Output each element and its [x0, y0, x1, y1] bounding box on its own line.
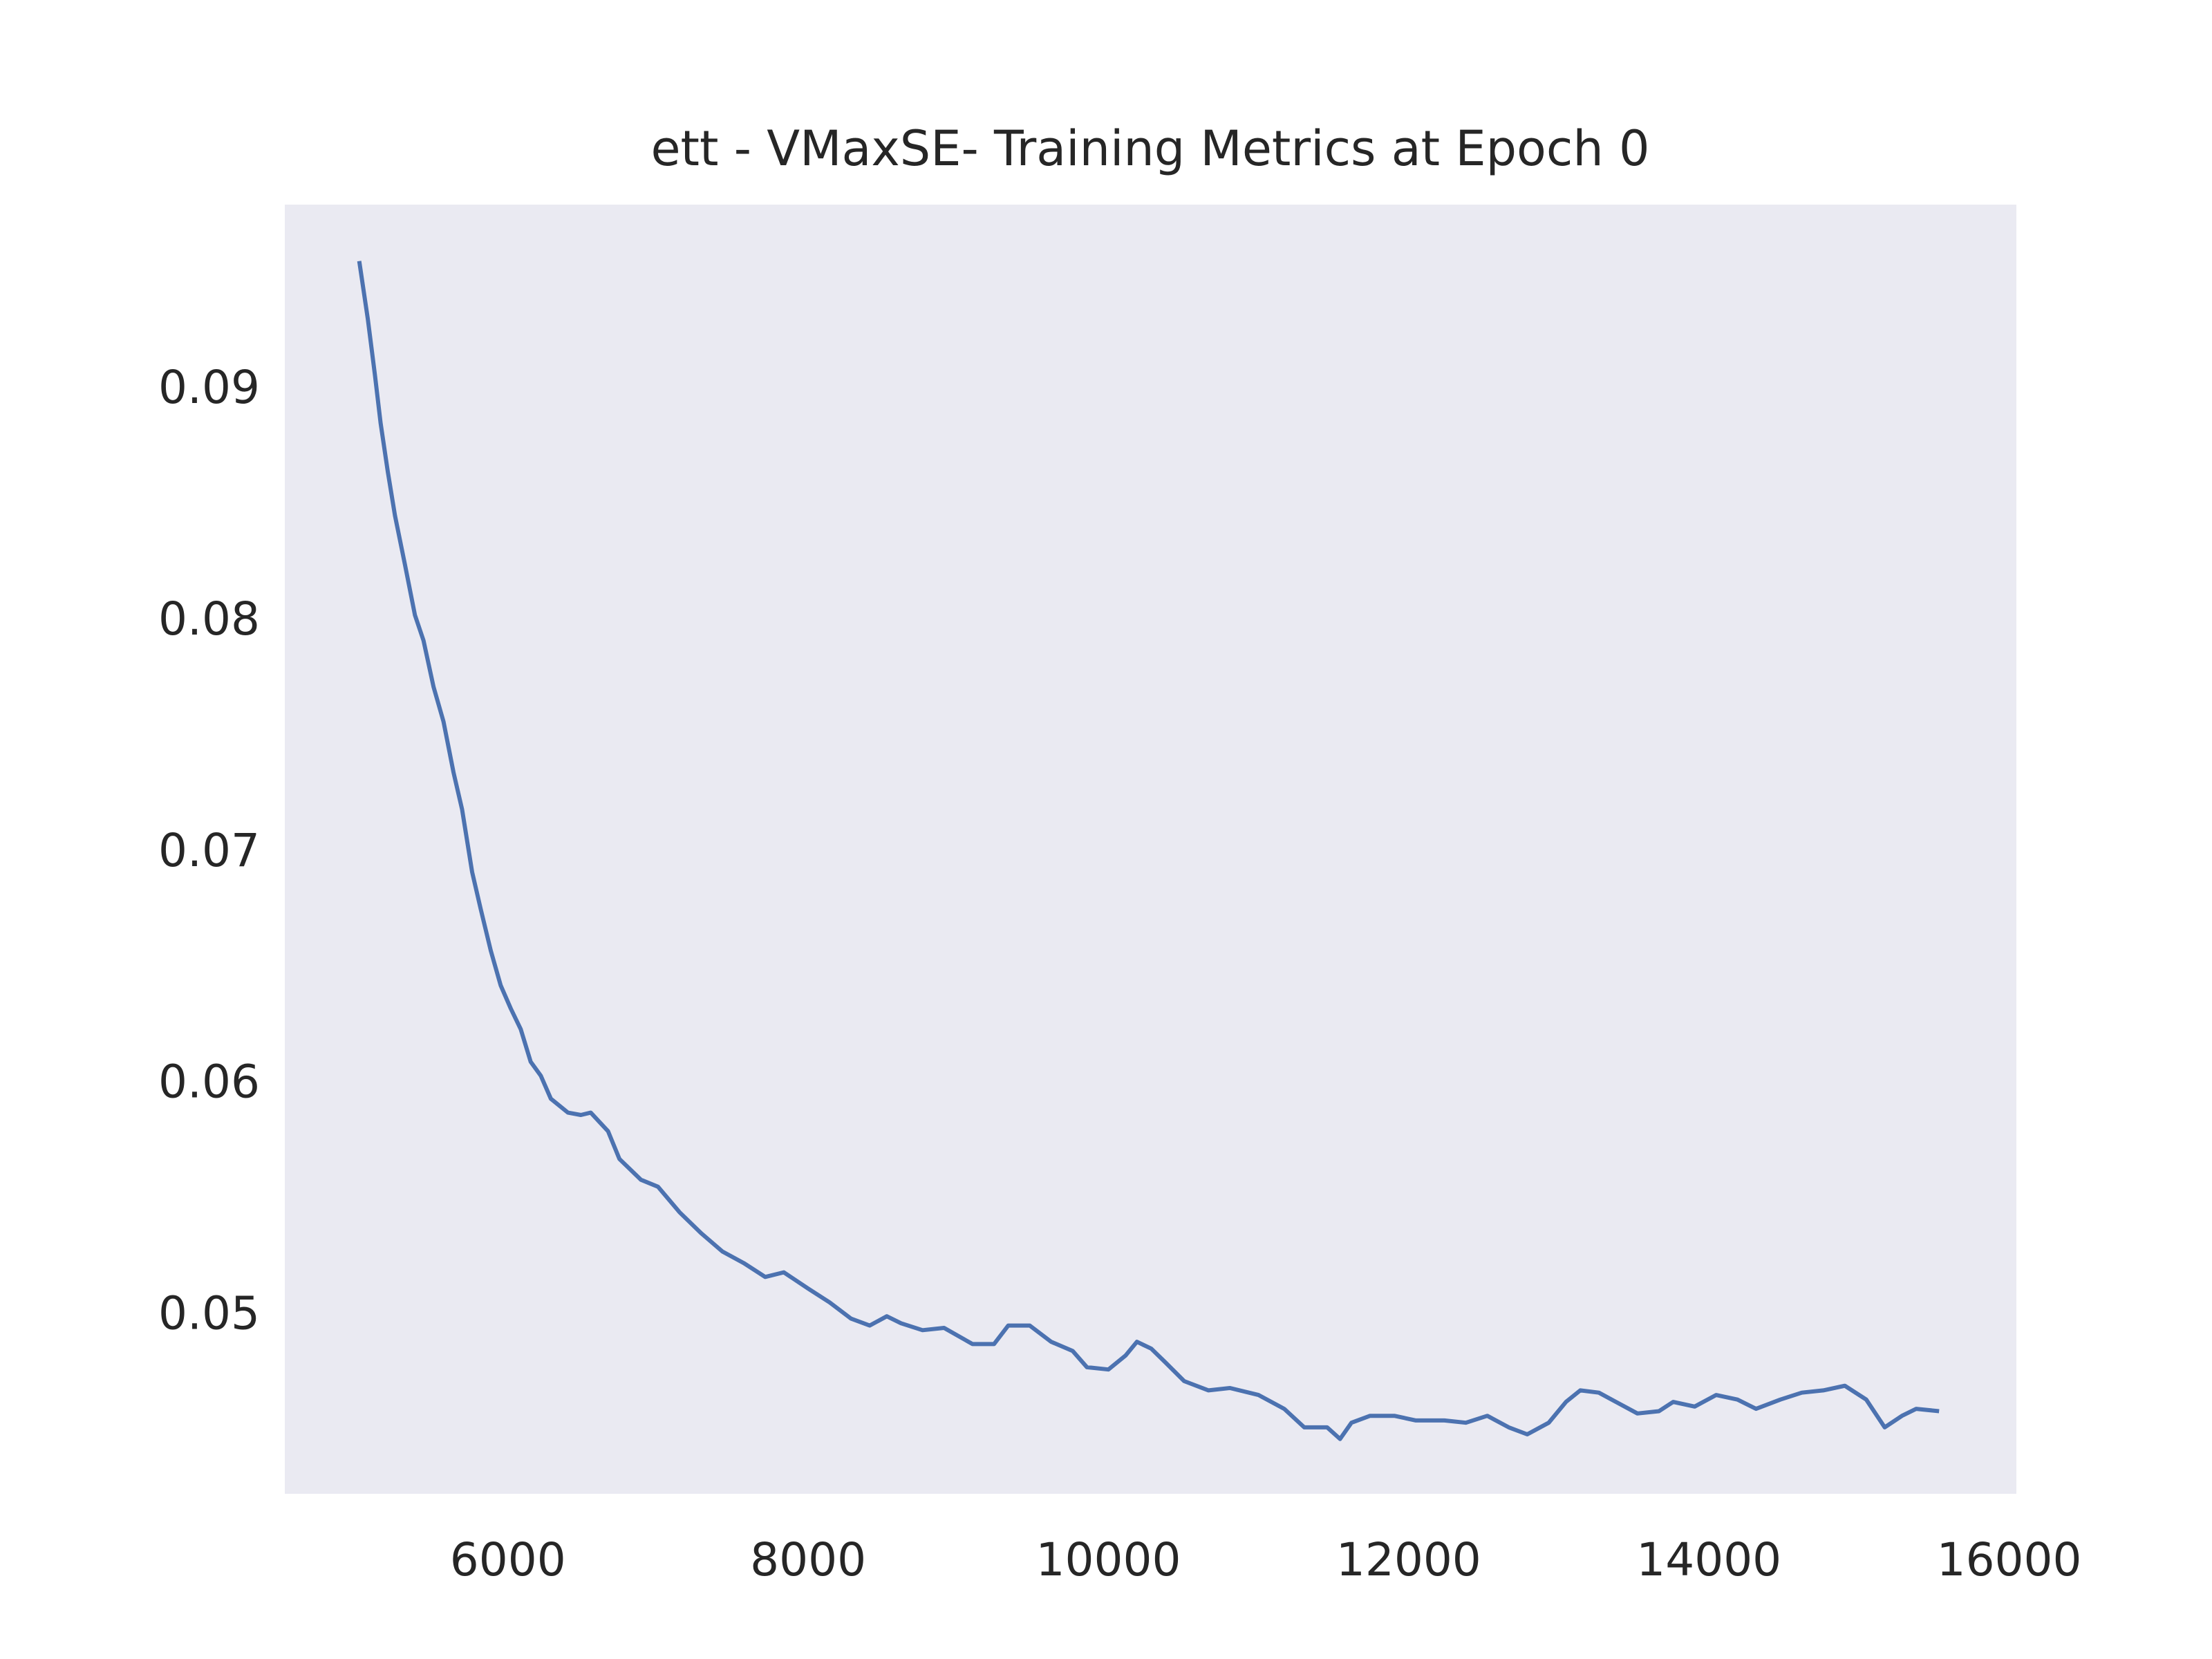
x-tick-label: 14000 [1636, 1533, 1781, 1586]
x-tick-label: 8000 [750, 1533, 866, 1586]
x-tick-label: 6000 [450, 1533, 566, 1586]
chart-title: ett - VMaxSE- Training Metrics at Epoch … [650, 120, 1649, 177]
plot-area [285, 205, 2016, 1494]
y-tick-label: 0.07 [158, 824, 260, 877]
y-tick-label: 0.09 [158, 361, 260, 414]
x-tick-label: 12000 [1336, 1533, 1481, 1586]
x-tick-label: 16000 [1937, 1533, 2082, 1586]
x-tick-label: 10000 [1035, 1533, 1181, 1586]
line [357, 261, 1940, 1441]
y-tick-label: 0.05 [158, 1286, 260, 1340]
y-tick-label: 0.08 [158, 592, 260, 646]
y-tick-label: 0.06 [158, 1056, 260, 1109]
